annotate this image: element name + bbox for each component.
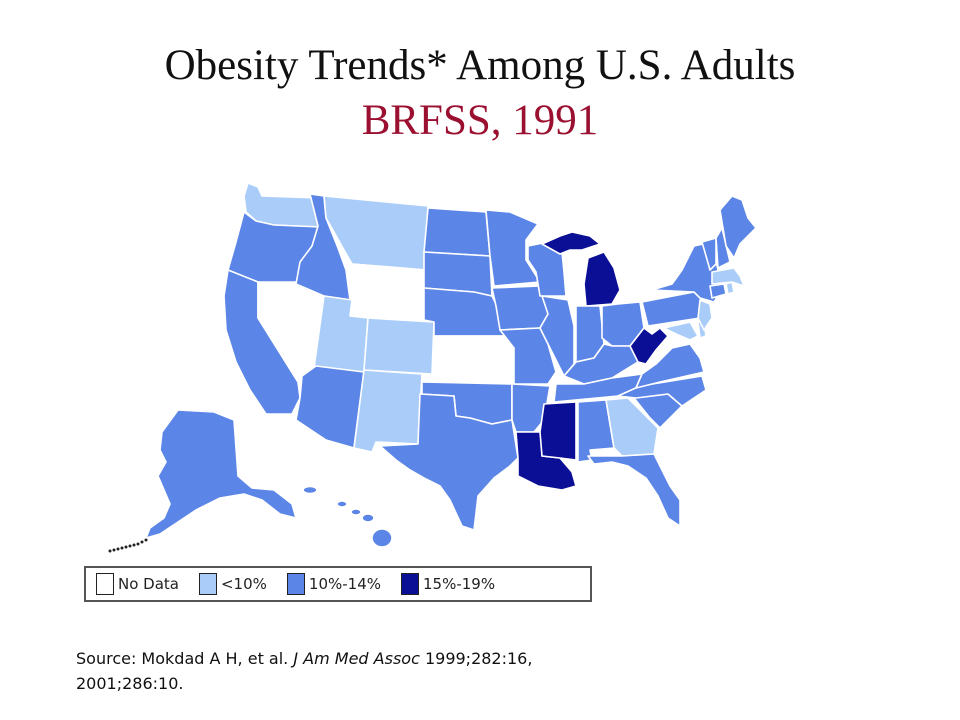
state-mi-upper [541,231,601,255]
source-prefix: Source: Mokdad A H, et al. [76,649,294,668]
state-ct [709,283,727,299]
state-mi-lower [583,251,621,307]
state-vt [701,237,717,271]
legend-item-lt10: <10% [198,573,267,595]
source-citation: Source: Mokdad A H, et al. J Am Med Asso… [76,646,716,696]
legend-swatch [198,573,217,595]
source-journal: J Am Med Assoc [293,649,420,668]
map-legend: No Data <10% 10%-14% 15%-19% [84,566,592,602]
state-nh [715,227,731,269]
state-nj [697,299,713,331]
aleutian-islands [108,538,148,553]
state-nd [423,207,491,257]
state-ak [145,409,297,539]
state-pa [641,291,703,327]
legend-swatch [96,573,114,595]
title-main: Obesity Trends* Among U.S. Adults [164,42,796,89]
state-me [719,195,757,259]
legend-swatch [286,573,305,595]
source-suffix: 1999;282:16, [419,649,533,668]
state-fl [587,453,681,527]
state-tx [379,393,519,531]
legend-label: 10%-14% [308,575,381,593]
state-mn [485,209,541,287]
state-ms [539,401,577,461]
legend-item-10-14: 10%-14% [286,573,381,595]
state-az [295,365,365,449]
state-ma [711,267,745,287]
state-nm [353,369,423,453]
legend-item-no-data: No Data [96,573,179,595]
state-ks [431,335,515,385]
state-co [363,317,435,375]
state-ny [651,241,721,303]
state-hi [302,485,393,548]
state-va [635,343,705,389]
source-line2: 2001;286:10. [76,674,184,693]
legend-swatch [401,573,419,595]
state-wy [349,263,427,321]
legend-label: No Data [118,575,179,593]
legend-label: <10% [220,575,267,593]
state-ri [725,281,735,295]
page-title: Obesity Trends* Among U.S. Adults BRFSS,… [0,38,960,148]
legend-item-15-19: 15%-19% [401,573,495,595]
legend-label: 15%-19% [423,575,496,593]
title-subtitle: BRFSS, 1991 [361,97,599,144]
state-wv [629,327,669,365]
state-md [663,321,699,341]
